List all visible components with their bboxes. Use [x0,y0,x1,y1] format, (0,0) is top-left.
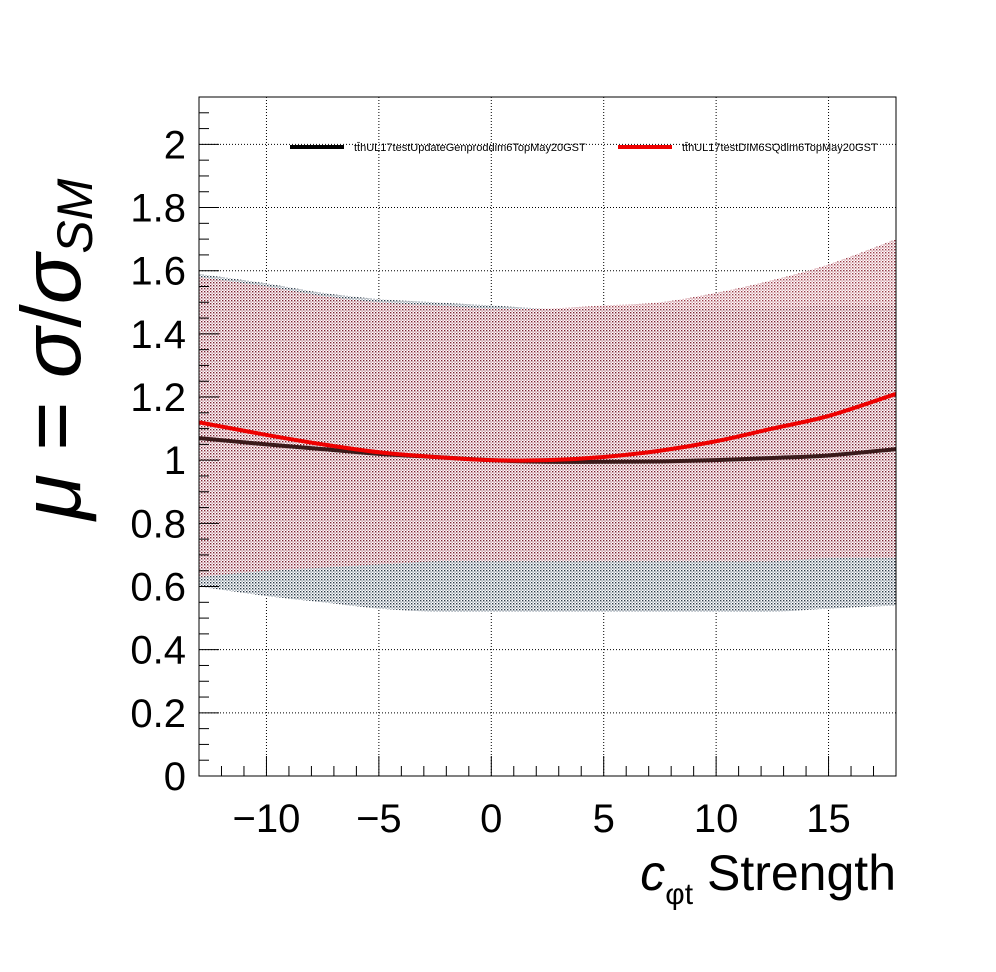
y-tick-label-1: 0.2 [130,692,186,736]
series-2-point-5 [489,458,493,462]
x-tick-label-0: −10 [233,797,301,841]
legend: tt̄hUL17testUpdateGenproddim6TopMay20GST… [290,142,878,154]
legend-label-series-2: tt̄hUL17testDIM6SQdim6TopMay20GST [682,142,878,154]
series-1-point-10 [770,456,774,460]
x-tick-label-1: −5 [356,797,402,841]
x-tick-label-3: 5 [593,797,615,841]
series-1-point-1 [264,442,268,446]
x-tick-label-5: 15 [806,797,851,841]
uncertainty-band-series-2 [199,239,896,578]
y-tick-label-2: 0.4 [130,629,186,673]
uncertainty-bands [199,239,896,613]
x-axis-title: cφt Strength [640,845,896,911]
plot-frame [198,96,897,777]
series-1-point-8 [658,459,662,463]
y-tick-label-5: 1 [164,439,186,483]
series-2-point-10 [770,427,774,431]
y-tick-label-7: 1.4 [130,313,186,357]
y-tick-label-3: 0.6 [130,566,186,610]
series-2-point-2 [321,442,325,446]
y-tick-label-0: 0 [164,755,186,799]
y-tick-labels: 0 0.2 0.4 0.6 0.8 1 1.2 1.4 1.6 1.8 2 [130,123,186,799]
series-1-point-2 [321,447,325,451]
series-2-point-6 [546,458,549,462]
y-tick-label-10: 2 [164,123,186,167]
x-tick-label-2: 0 [480,797,502,841]
y-tick-label-9: 1.8 [130,187,186,231]
series-2-point-8 [658,449,662,453]
series-1-point-7 [602,460,606,464]
series-1-point-9 [714,458,718,462]
x-tick-labels: −10 −5 0 5 10 15 [233,797,851,841]
x-tick-label-4: 10 [694,797,739,841]
series-1-point-11 [827,453,831,457]
y-tick-label-8: 1.6 [130,250,186,294]
series-2-point-11 [827,414,831,418]
y-axis-title: μ = σ/σSM [4,178,103,522]
series-2-point-3 [377,450,381,454]
series-2-point-7 [602,455,606,459]
series-2-point-9 [714,439,718,443]
series-2-point-4 [433,455,437,459]
series-2-point-1 [264,433,268,437]
y-tick-label-4: 0.8 [130,502,186,546]
axis-ticks [198,96,897,777]
series-lines [199,391,896,464]
legend-label-series-1: tt̄hUL17testUpdateGenproddim6TopMay20GST [354,142,586,154]
y-tick-label-6: 1.2 [130,376,186,420]
